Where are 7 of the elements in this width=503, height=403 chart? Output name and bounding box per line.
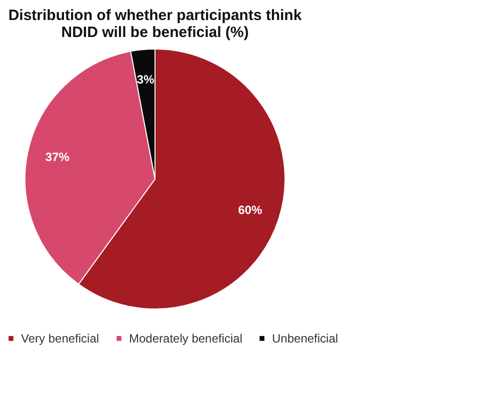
legend-label: Very beneficial	[21, 331, 100, 346]
legend-label: Moderately beneficial	[129, 331, 242, 346]
data-label: 3%	[136, 72, 155, 86]
legend-label: Unbeneficial	[272, 331, 338, 346]
data-label: 60%	[238, 202, 262, 217]
chart-title: Distribution of whether participants think NDID will be beneficial (%)	[8, 7, 302, 41]
data-label: 37%	[45, 150, 70, 164]
